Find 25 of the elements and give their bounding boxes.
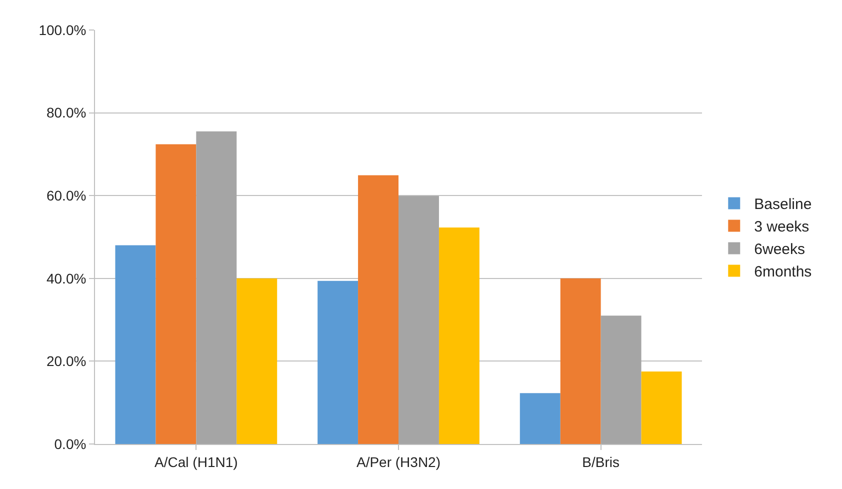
x-tick-label: B/Bris — [582, 454, 620, 470]
y-tick-label: 100.0% — [38, 22, 86, 38]
y-tick-label: 60.0% — [46, 188, 86, 204]
bar — [196, 131, 237, 444]
bar — [520, 393, 560, 444]
y-tick-label: 20.0% — [46, 353, 86, 370]
bar — [600, 316, 642, 444]
x-tick-label: A/Per (H3N2) — [356, 454, 441, 470]
bar — [318, 280, 358, 444]
bar — [156, 144, 196, 444]
bar — [641, 372, 682, 444]
bar — [236, 278, 278, 444]
legend-label: Baseline — [754, 196, 812, 214]
legend-label: 3 weeks — [754, 218, 810, 236]
bar — [438, 227, 480, 444]
y-tick-label: 40.0% — [46, 270, 86, 286]
bar — [358, 175, 398, 444]
y-tick-label: 80.0% — [46, 104, 86, 121]
legend-label: 6weeks — [754, 241, 805, 258]
legend-label: 6months — [754, 264, 812, 281]
bar — [560, 278, 601, 444]
y-tick-label: 0.0% — [54, 436, 86, 452]
bar — [398, 196, 439, 444]
bar — [115, 245, 156, 444]
x-tick-label: A/Cal (H1N1) — [154, 454, 238, 470]
